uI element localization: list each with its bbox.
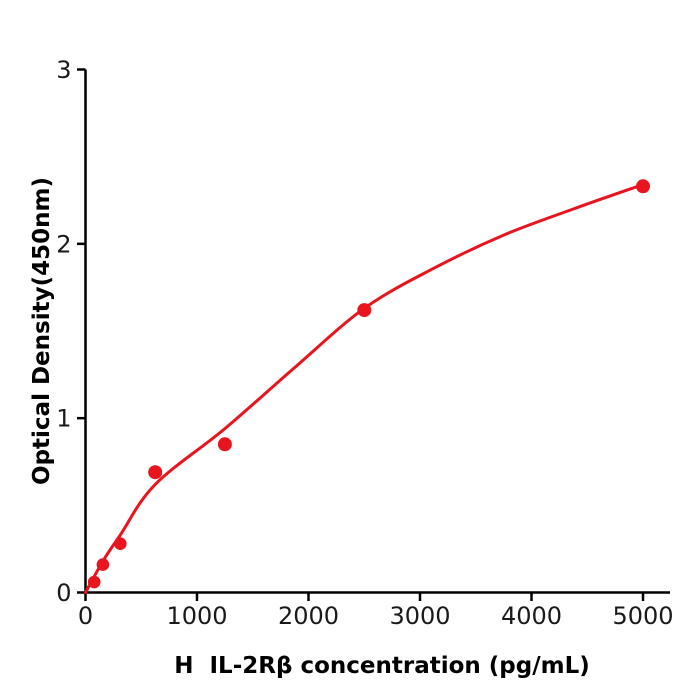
data-point bbox=[96, 558, 110, 571]
data-points bbox=[87, 179, 650, 589]
fit-curve bbox=[84, 183, 645, 594]
x-axis-title: H IL-2Rβ concentration (pg/mL) bbox=[174, 653, 590, 679]
x-tick-label: 4000 bbox=[501, 602, 562, 630]
y-tick-label: 1 bbox=[56, 405, 71, 433]
y-tick-label: 2 bbox=[56, 230, 71, 258]
x-tick-label: 0 bbox=[78, 602, 93, 630]
data-point bbox=[357, 303, 372, 318]
data-point bbox=[217, 437, 232, 452]
y-axis-title: Optical Density(450nm) bbox=[29, 177, 55, 485]
data-point bbox=[87, 575, 101, 589]
y-axis-ticks: 0 1 2 3 bbox=[56, 56, 86, 607]
x-tick-label: 5000 bbox=[612, 602, 673, 630]
x-tick-label: 2000 bbox=[278, 602, 339, 630]
x-axis-ticks: 0 1000 2000 3000 4000 5000 bbox=[78, 592, 674, 630]
x-tick-label: 1000 bbox=[166, 602, 227, 630]
data-point bbox=[636, 179, 650, 194]
data-point bbox=[148, 465, 163, 480]
y-tick-label: 3 bbox=[56, 56, 71, 84]
x-tick-label: 3000 bbox=[389, 602, 450, 630]
y-tick-label: 0 bbox=[56, 579, 71, 607]
data-point bbox=[114, 537, 127, 550]
